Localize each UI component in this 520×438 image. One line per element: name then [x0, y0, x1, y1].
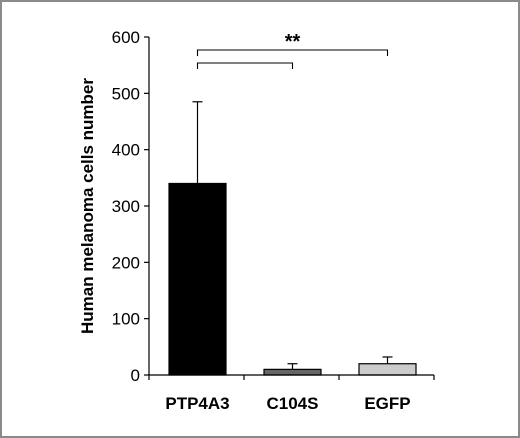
error-bar-c104s	[287, 363, 298, 370]
y-tick-label: 300	[112, 197, 140, 216]
bar-ptp4a3	[168, 182, 227, 376]
y-tick-label: 600	[112, 28, 140, 47]
y-axis-title: Human melanoma cells number	[78, 78, 97, 334]
significance-bracket	[196, 62, 294, 69]
x-tick-label: C104S	[267, 394, 319, 413]
y-tick-label: 0	[131, 366, 140, 385]
bar-egfp	[358, 363, 417, 376]
y-tick-label: 100	[112, 310, 140, 329]
bar-c104s	[263, 368, 322, 376]
error-bars-layer	[192, 101, 393, 370]
error-bar-ptp4a3	[192, 101, 203, 184]
error-bar-egfp	[382, 356, 393, 364]
significance-bracket: **	[196, 31, 389, 56]
significance-label: **	[285, 31, 301, 53]
y-tick-label: 200	[112, 253, 140, 272]
y-tick-label: 400	[112, 141, 140, 160]
x-tick-label: EGFP	[364, 394, 410, 413]
bracket-line	[196, 62, 294, 69]
x-tick-label: PTP4A3	[165, 394, 229, 413]
bracket-line	[196, 49, 389, 56]
bars-layer	[168, 182, 417, 376]
y-tick-label: 500	[112, 84, 140, 103]
axes-layer: 0 100 200 300 400 500 600 PTP4A3 C104S EGFP	[112, 28, 435, 413]
significance-layer: **	[196, 31, 389, 69]
